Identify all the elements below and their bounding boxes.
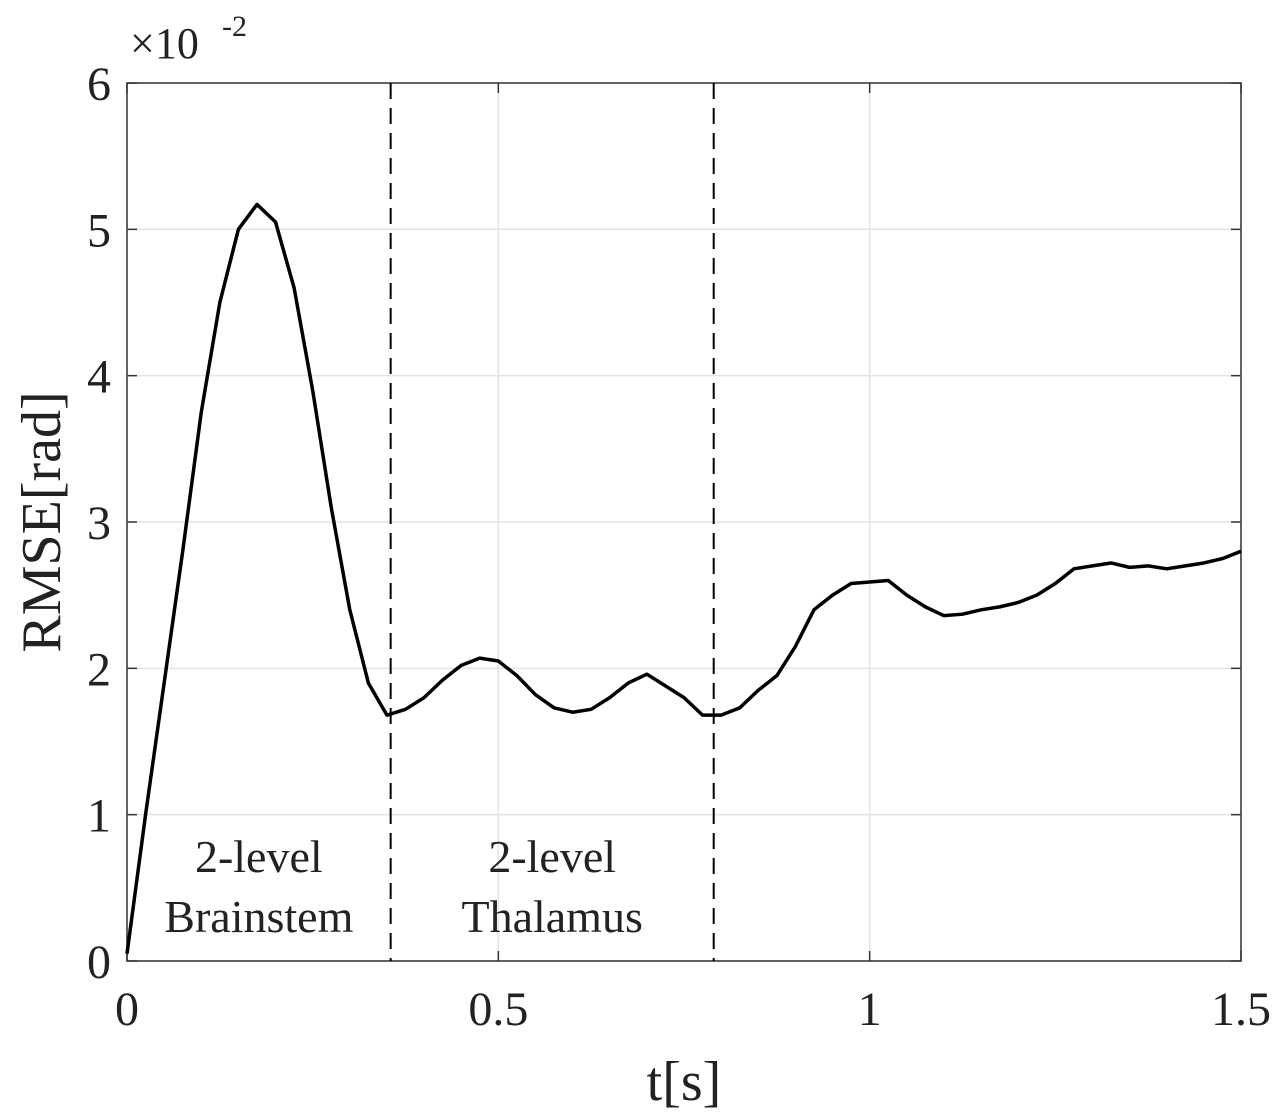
y-tick-label: 6 xyxy=(87,58,111,111)
y-tick-label: 4 xyxy=(87,351,111,404)
x-axis-label: t[s] xyxy=(647,1051,722,1113)
plot-frame xyxy=(126,82,1242,962)
data-line xyxy=(125,202,1242,954)
y-axis-label: RMSE[rad] xyxy=(11,391,73,652)
phase-label: Thalamus xyxy=(461,891,642,942)
x-tick-label: 1 xyxy=(858,983,882,1036)
y-tick-label: 3 xyxy=(87,497,111,550)
y-tick-label: 5 xyxy=(87,204,111,257)
x-tick-label: 0.5 xyxy=(468,983,528,1036)
phase-label: 2-level xyxy=(195,831,323,882)
phase-label: Brainstem xyxy=(164,891,353,942)
phase-label: 2-level xyxy=(488,831,616,882)
y-multiplier-exponent: -2 xyxy=(222,10,247,43)
x-tick-label: 1.5 xyxy=(1211,983,1271,1036)
y-tick-label: 0 xyxy=(87,936,111,989)
y-tick-label: 1 xyxy=(87,790,111,843)
y-multiplier-base: ×10 xyxy=(130,19,199,68)
x-tick-label: 0 xyxy=(115,983,139,1036)
y-tick-label: 2 xyxy=(87,643,111,696)
